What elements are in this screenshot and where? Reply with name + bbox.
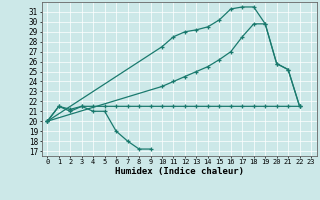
X-axis label: Humidex (Indice chaleur): Humidex (Indice chaleur)	[115, 167, 244, 176]
